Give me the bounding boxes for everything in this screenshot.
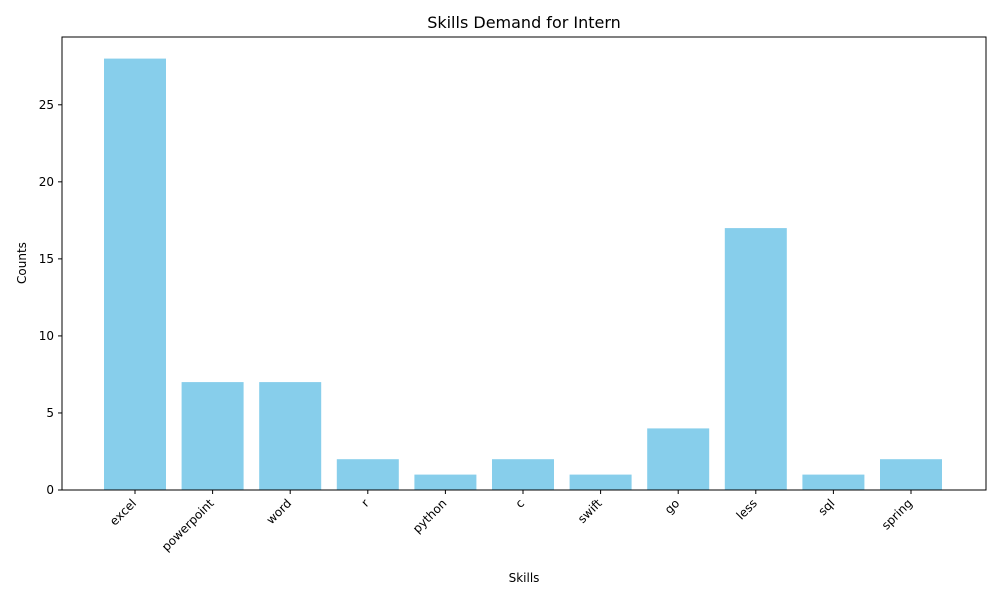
bar-less — [724, 228, 787, 490]
x-tick-label-powerpoint: powerpoint — [159, 496, 217, 554]
y-tick-label-15: 15 — [39, 252, 54, 266]
x-tick-label-swift: swift — [575, 496, 605, 526]
x-tick-label-r: r — [359, 496, 372, 509]
bar-word — [259, 382, 322, 490]
x-tick-label-less: less — [734, 496, 760, 522]
x-tick-label-python: python — [410, 496, 450, 536]
bar-spring — [880, 459, 942, 490]
x-tick-label-go: go — [662, 496, 682, 516]
y-axis-label: Counts — [15, 242, 29, 284]
bar-swift — [569, 474, 632, 490]
bar-powerpoint — [181, 382, 244, 490]
y-axis: 0 5 10 15 20 25 — [39, 98, 62, 497]
y-tick-label-0: 0 — [46, 483, 54, 497]
x-axis: excel powerpoint word r python c swift go less sq… — [107, 490, 915, 554]
bar-r — [336, 459, 399, 490]
x-tick-label-word: word — [264, 496, 295, 527]
bar-python — [414, 474, 477, 490]
chart-title: Skills Demand for Intern — [427, 13, 621, 32]
y-tick-label-20: 20 — [39, 175, 54, 189]
bar-go — [647, 428, 710, 490]
y-tick-label-25: 25 — [39, 98, 54, 112]
y-tick-label-5: 5 — [46, 406, 54, 420]
y-tick-label-10: 10 — [39, 329, 54, 343]
bar-c — [492, 459, 554, 490]
bar-sql — [802, 474, 865, 490]
plot-frame — [61, 36, 987, 491]
x-tick-label-excel: excel — [107, 496, 139, 528]
x-axis-label: Skills — [509, 571, 540, 585]
x-tick-label-spring: spring — [879, 496, 915, 532]
x-tick-label-c: c — [513, 496, 528, 511]
x-tick-label-sql: sql — [815, 496, 837, 518]
bar-excel — [104, 58, 166, 490]
bars-group — [104, 58, 942, 490]
